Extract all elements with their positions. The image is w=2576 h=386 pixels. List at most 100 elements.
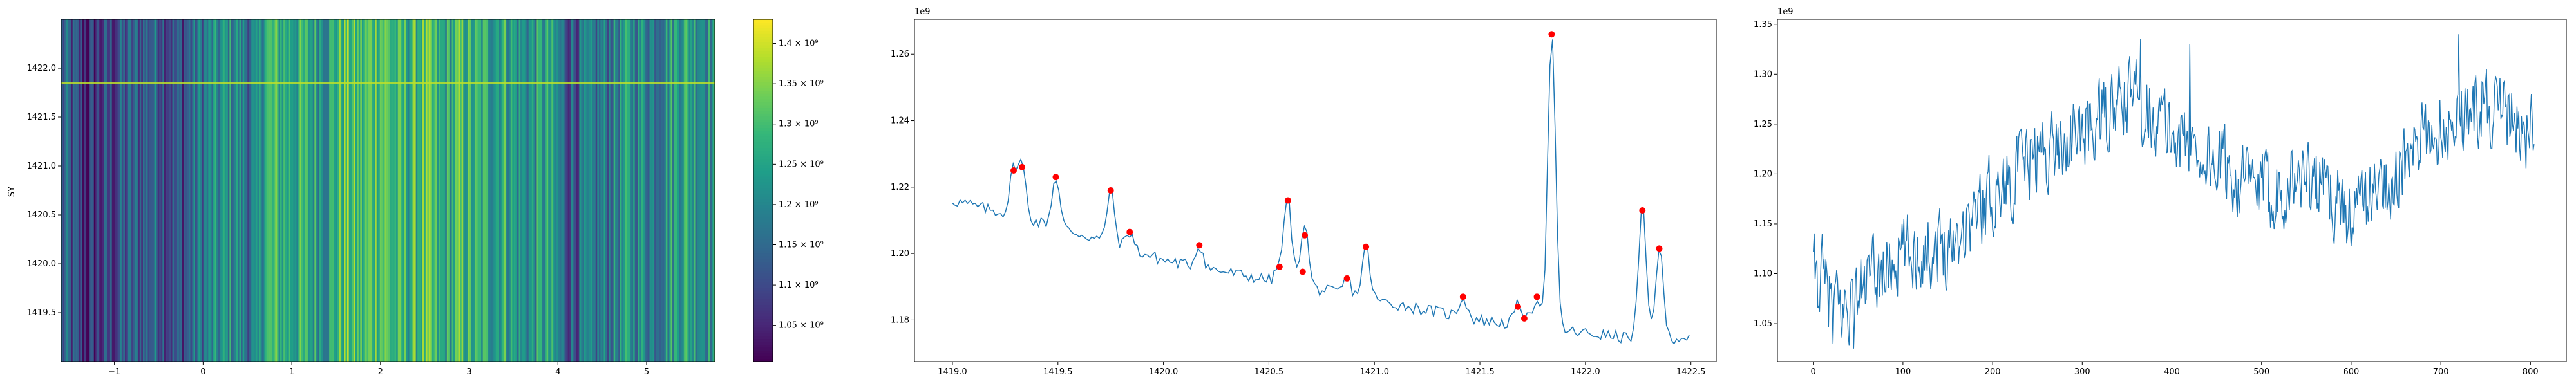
colorbar-band [753, 330, 773, 334]
heatmap-column [451, 19, 454, 362]
heatmap-column [242, 19, 245, 362]
heatmap-column [187, 19, 189, 362]
heatmap-column [146, 19, 149, 362]
colorbar-band [753, 167, 773, 171]
heatmap-column [448, 19, 451, 362]
heatmap-column [149, 19, 152, 362]
colorbar-band [753, 150, 773, 154]
heatmap-column [674, 19, 676, 362]
heatmap-column [458, 19, 460, 362]
peak-marker [1107, 187, 1114, 194]
colorbar-band [753, 73, 773, 77]
heatmap-column [384, 19, 387, 362]
heatmap-column [142, 19, 146, 362]
heatmap-column [499, 19, 502, 362]
heatmap-column [64, 19, 67, 362]
heatmap-x-tick-label: 0 [200, 367, 205, 377]
heatmap-column [701, 19, 704, 362]
heatmap-column [584, 19, 587, 362]
colorbar-band [753, 33, 773, 37]
heatmap-column [662, 19, 665, 362]
colorbar-band [753, 116, 773, 120]
heatmap-column [209, 19, 213, 362]
colorbar-band [753, 196, 773, 199]
heatmap-column [664, 19, 667, 362]
colorbar-band [753, 358, 773, 362]
heatmap-column [417, 19, 420, 362]
heatmap-column [533, 19, 536, 362]
heatmap-column [111, 19, 114, 362]
colorbar-band [753, 79, 773, 83]
peak-marker [1126, 228, 1133, 235]
heatmap-column [97, 19, 99, 362]
heatmap-y-ticks: 1419.5 1420.0 1420.5 1421.0 1421.5 1422.0 [27, 64, 61, 318]
heatmap-column [644, 19, 647, 362]
heatmap-column [628, 19, 630, 362]
heatmap-column [631, 19, 634, 362]
heatmap-column [615, 19, 618, 362]
heatmap-column [705, 19, 707, 362]
heatmap-column [178, 19, 181, 362]
heatmap-column [553, 19, 555, 362]
heatmap-column [357, 19, 359, 362]
heatmap-column [169, 19, 171, 362]
heatmap-cells [61, 19, 715, 362]
heatmap-column [255, 19, 258, 362]
heatmap-x-tick-label: −1 [108, 367, 120, 377]
heatmap-column [182, 19, 184, 362]
heatmap-panel: −1 0 1 2 3 4 5 1419.51420.01420.51421.01421.51… [7, 19, 715, 377]
heatmap-column [220, 19, 222, 362]
colorbar-band [753, 110, 773, 114]
heatmap-column [558, 19, 560, 362]
heatmap-y-tick-label: 1421.5 [27, 113, 57, 122]
heatmap-column [108, 19, 111, 362]
colorbar-band [753, 227, 773, 231]
colorbar-band [753, 133, 773, 137]
heatmap-column [670, 19, 673, 362]
peaks-y-tick-label: 1.20 [891, 249, 909, 259]
heatmap-column [103, 19, 106, 362]
colorbar-band [753, 119, 773, 123]
heatmap-column [466, 19, 469, 362]
peak-marker [1515, 303, 1521, 310]
heatmap-column [89, 19, 91, 362]
heatmap-column [319, 19, 322, 362]
heatmap-column [591, 19, 593, 362]
heatmap-column [569, 19, 572, 362]
heatmap-column [323, 19, 325, 362]
colorbar-band [753, 107, 773, 111]
heatmap-column [668, 19, 672, 362]
colorbar-band [753, 187, 773, 191]
heatmap-column [516, 19, 520, 362]
colorbar-tick-label: 1.15 × 10⁹ [779, 240, 824, 250]
peaks-y-tick-label: 1.18 [891, 315, 909, 325]
heatmap-column [224, 19, 227, 362]
heatmap-column [457, 19, 459, 362]
series-x-tick-label: 600 [2343, 367, 2359, 377]
heatmap-column [247, 19, 250, 362]
heatmap-column [229, 19, 232, 362]
colorbar-band [753, 316, 773, 320]
heatmap-column [394, 19, 397, 362]
heatmap-column [285, 19, 287, 362]
peaks-x-tick-label: 1421.0 [1359, 367, 1389, 377]
heatmap-column [510, 19, 513, 362]
heatmap-column [659, 19, 661, 362]
heatmap-column [162, 19, 165, 362]
heatmap-column [105, 19, 108, 362]
heatmap-column [658, 19, 660, 362]
peaks-frame [914, 19, 1717, 362]
heatmap-column [177, 19, 180, 362]
heatmap-column [411, 19, 413, 362]
colorbar-band [753, 267, 773, 271]
heatmap-column [198, 19, 201, 362]
heatmap-column [571, 19, 573, 362]
heatmap-column [157, 19, 160, 362]
colorbar-band [753, 350, 773, 354]
heatmap-column [120, 19, 122, 362]
heatmap-column [84, 19, 86, 362]
colorbar-band [753, 241, 773, 245]
colorbar-band [753, 22, 773, 26]
heatmap-column [192, 19, 194, 362]
